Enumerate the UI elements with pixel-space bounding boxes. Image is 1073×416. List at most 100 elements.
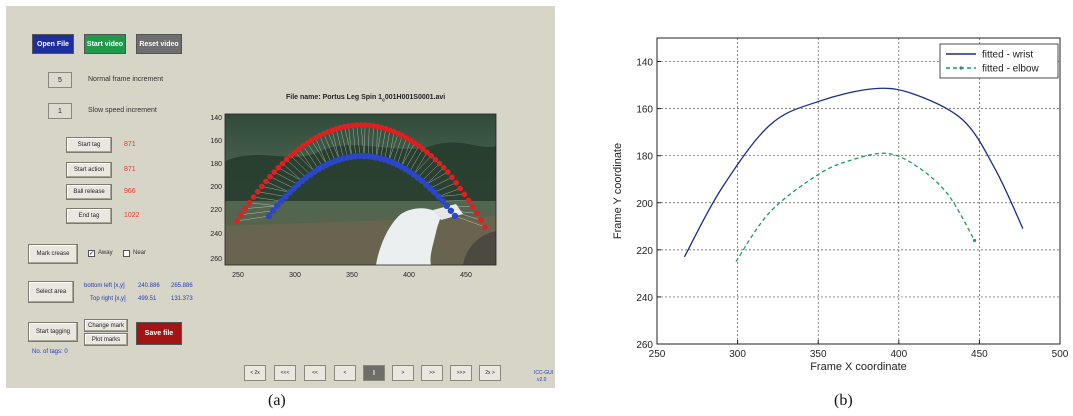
trace-line <box>294 152 315 172</box>
mark-crease-button[interactable]: Mark crease <box>28 244 78 264</box>
legend-label: fitted - elbow <box>982 64 1039 75</box>
trace-line <box>282 163 303 182</box>
slow-speed-increment-input[interactable]: 1 <box>48 103 72 119</box>
trace-line <box>298 148 315 172</box>
reset-video-button[interactable]: Reset video <box>136 34 182 54</box>
video-file-name: File name: Portus Leg Spin 1c001H001S000… <box>286 94 445 103</box>
tag-count: No. of tags: 0 <box>32 349 68 355</box>
start-video-button[interactable]: Start video <box>84 34 126 54</box>
wrist-marker <box>283 156 290 163</box>
video-y-tick: 240 <box>210 231 222 238</box>
series-line-fitted-elbow <box>735 152 976 262</box>
start-tag-button[interactable]: Start tag <box>66 137 112 153</box>
wrist-marker <box>449 174 455 181</box>
nav-back-medium-button[interactable]: << <box>304 365 326 381</box>
wrist-marker <box>457 185 464 192</box>
elbow-marker <box>451 212 459 220</box>
wrist-marker <box>345 123 352 129</box>
elbow-marker <box>439 197 446 205</box>
end-tag-button[interactable]: End tag <box>66 208 112 224</box>
normal-frame-increment-input[interactable]: 5 <box>48 72 72 88</box>
near-checkbox[interactable] <box>123 250 130 257</box>
wrist-marker <box>271 169 277 175</box>
trace-line <box>425 167 444 185</box>
start-tagging-button[interactable]: Start tagging <box>28 322 78 342</box>
nav-back-2x-button[interactable]: < 2x <box>244 365 266 381</box>
end-tag-value: 1022 <box>124 212 140 219</box>
x-tick-label: 250 <box>649 349 666 360</box>
trace-line <box>446 205 473 207</box>
wrist-markers <box>234 122 488 230</box>
trace-line <box>348 125 352 157</box>
video-y-tick: 180 <box>210 161 222 168</box>
trace-line <box>409 148 424 172</box>
x-tick-label: 350 <box>810 349 827 360</box>
trace-line <box>401 142 415 167</box>
legend-marker <box>959 66 963 70</box>
save-file-button[interactable]: Save file <box>136 322 182 345</box>
version-name: ICC-GUI <box>534 370 554 376</box>
trace-line <box>311 140 328 165</box>
trace-line <box>405 145 420 170</box>
start-action-button[interactable]: Start action <box>66 162 112 178</box>
plot-marks-button[interactable]: Plot marks <box>84 333 128 346</box>
wrist-marker <box>316 132 323 139</box>
trace-line <box>417 159 436 178</box>
bottom-left-y: 265.886 <box>171 283 193 289</box>
trace-line <box>278 167 303 182</box>
elbow-markers <box>265 152 459 220</box>
elbow-marker <box>274 202 281 210</box>
elbow-marker <box>427 185 434 192</box>
trace-line <box>360 124 365 157</box>
trace-line <box>388 133 399 162</box>
wrist-marker <box>246 199 253 206</box>
trace-line <box>396 137 407 165</box>
video-y-tick: 140 <box>210 115 222 122</box>
bottom-left-x: 240.886 <box>138 283 160 289</box>
trace-line <box>384 130 391 160</box>
nav-forward-step-button[interactable]: > <box>392 365 414 381</box>
away-checkbox[interactable]: ✓ <box>88 250 95 257</box>
trace-line <box>450 210 477 214</box>
change-mark-button[interactable]: Change mark <box>84 319 128 332</box>
wrist-marker <box>296 146 302 152</box>
wrist-marker <box>259 183 265 190</box>
chart-legend: fitted - wrist fitted - elbow <box>939 43 1059 79</box>
legend-box <box>939 43 1059 79</box>
nav-pause-button[interactable]: || <box>363 365 385 381</box>
wrist-marker <box>341 123 348 130</box>
nav-forward-2x-button[interactable]: 2x > <box>479 365 501 381</box>
wrist-marker <box>287 153 294 159</box>
slow-speed-increment-label: Slow speed increment <box>88 107 157 114</box>
tagging-gui-panel: Open File Start video Reset video 5 Norm… <box>6 6 555 388</box>
elbow-marker <box>282 193 289 200</box>
wrist-marker <box>304 140 311 146</box>
select-area-button[interactable]: Select area <box>28 281 74 303</box>
wrist-marker <box>349 122 356 129</box>
wrist-marker <box>403 135 410 141</box>
trace-line <box>356 125 361 157</box>
elbow-marker <box>269 207 277 214</box>
ball-release-value: 966 <box>124 188 136 195</box>
file-name-prefix: File name: Portus Leg Spin 1 <box>286 94 383 101</box>
video-y-tick: 160 <box>210 138 222 145</box>
open-file-button[interactable]: Open File <box>32 34 74 54</box>
near-label: Near <box>133 250 147 256</box>
nav-forward-fast-button[interactable]: >>> <box>450 365 472 381</box>
bottom-left-label: bottom left [x,y] <box>84 283 125 289</box>
video-frame[interactable]: 140 160 180 200 220 240 260 250 300 350 … <box>201 106 506 291</box>
trace-line <box>401 140 411 167</box>
trace-line <box>286 159 307 178</box>
video-y-tick: 260 <box>210 256 222 263</box>
trace-line <box>413 155 432 175</box>
trace-line <box>421 163 440 182</box>
wrist-marker <box>242 205 249 212</box>
trace-line <box>331 130 340 160</box>
nav-back-step-button[interactable]: < <box>334 365 356 381</box>
wrist-marker <box>275 164 282 171</box>
nav-forward-medium-button[interactable]: >> <box>421 365 443 381</box>
wrist-marker <box>300 143 306 149</box>
ball-release-button[interactable]: Ball release <box>66 184 112 200</box>
nav-back-fast-button[interactable]: <<< <box>274 365 296 381</box>
top-right-y: 131.373 <box>171 296 193 302</box>
